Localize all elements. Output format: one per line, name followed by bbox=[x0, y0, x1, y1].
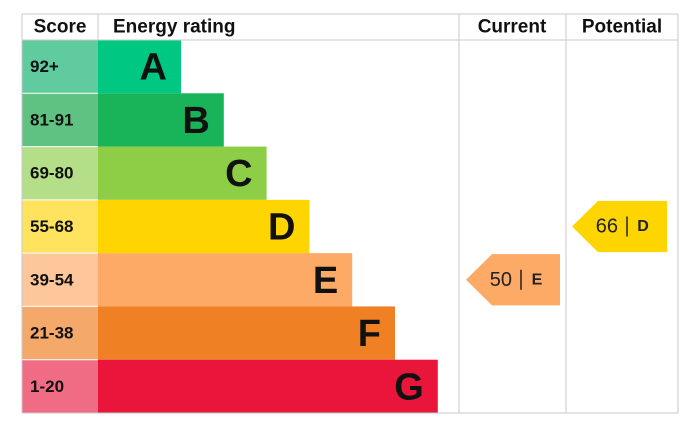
rating-letter: E bbox=[313, 260, 338, 302]
rating-bar bbox=[98, 146, 267, 200]
rating-letter: G bbox=[394, 366, 424, 408]
score-label: 39-54 bbox=[30, 270, 74, 289]
score-label: 69-80 bbox=[30, 164, 73, 183]
score-cell bbox=[22, 253, 98, 307]
potential-value: 66 bbox=[596, 216, 618, 238]
score-label: 92+ bbox=[30, 57, 59, 76]
current-value: 50 bbox=[490, 269, 512, 291]
rating-bar bbox=[98, 359, 438, 413]
score-cell bbox=[22, 306, 98, 360]
rating-header: Energy rating bbox=[113, 17, 235, 38]
score-label: 55-68 bbox=[30, 217, 73, 236]
rating-letter: D bbox=[268, 207, 295, 249]
score-label: 21-38 bbox=[30, 324, 73, 343]
potential-header: Potential bbox=[582, 17, 662, 38]
score-cell bbox=[22, 40, 98, 94]
current-pointer bbox=[466, 254, 560, 306]
rating-bar bbox=[98, 306, 395, 360]
score-cell bbox=[22, 146, 98, 200]
rating-bar bbox=[98, 199, 310, 254]
current-letter: E bbox=[532, 271, 543, 288]
rating-letter: C bbox=[225, 153, 252, 195]
rating-letter: B bbox=[182, 100, 209, 142]
score-label: 1-20 bbox=[30, 377, 64, 396]
rating-letter: F bbox=[358, 313, 381, 355]
rating-letter: A bbox=[140, 47, 167, 89]
rating-bar bbox=[98, 40, 181, 94]
potential-letter: D bbox=[637, 218, 649, 235]
score-header: Score bbox=[34, 17, 87, 38]
score-label: 81-91 bbox=[30, 110, 73, 129]
potential-pointer bbox=[572, 200, 667, 253]
current-header: Current bbox=[478, 17, 547, 38]
rating-bar bbox=[98, 253, 353, 307]
score-cell bbox=[22, 359, 98, 413]
score-cell bbox=[22, 199, 98, 254]
score-cell bbox=[22, 93, 98, 147]
rating-bar bbox=[98, 93, 224, 147]
